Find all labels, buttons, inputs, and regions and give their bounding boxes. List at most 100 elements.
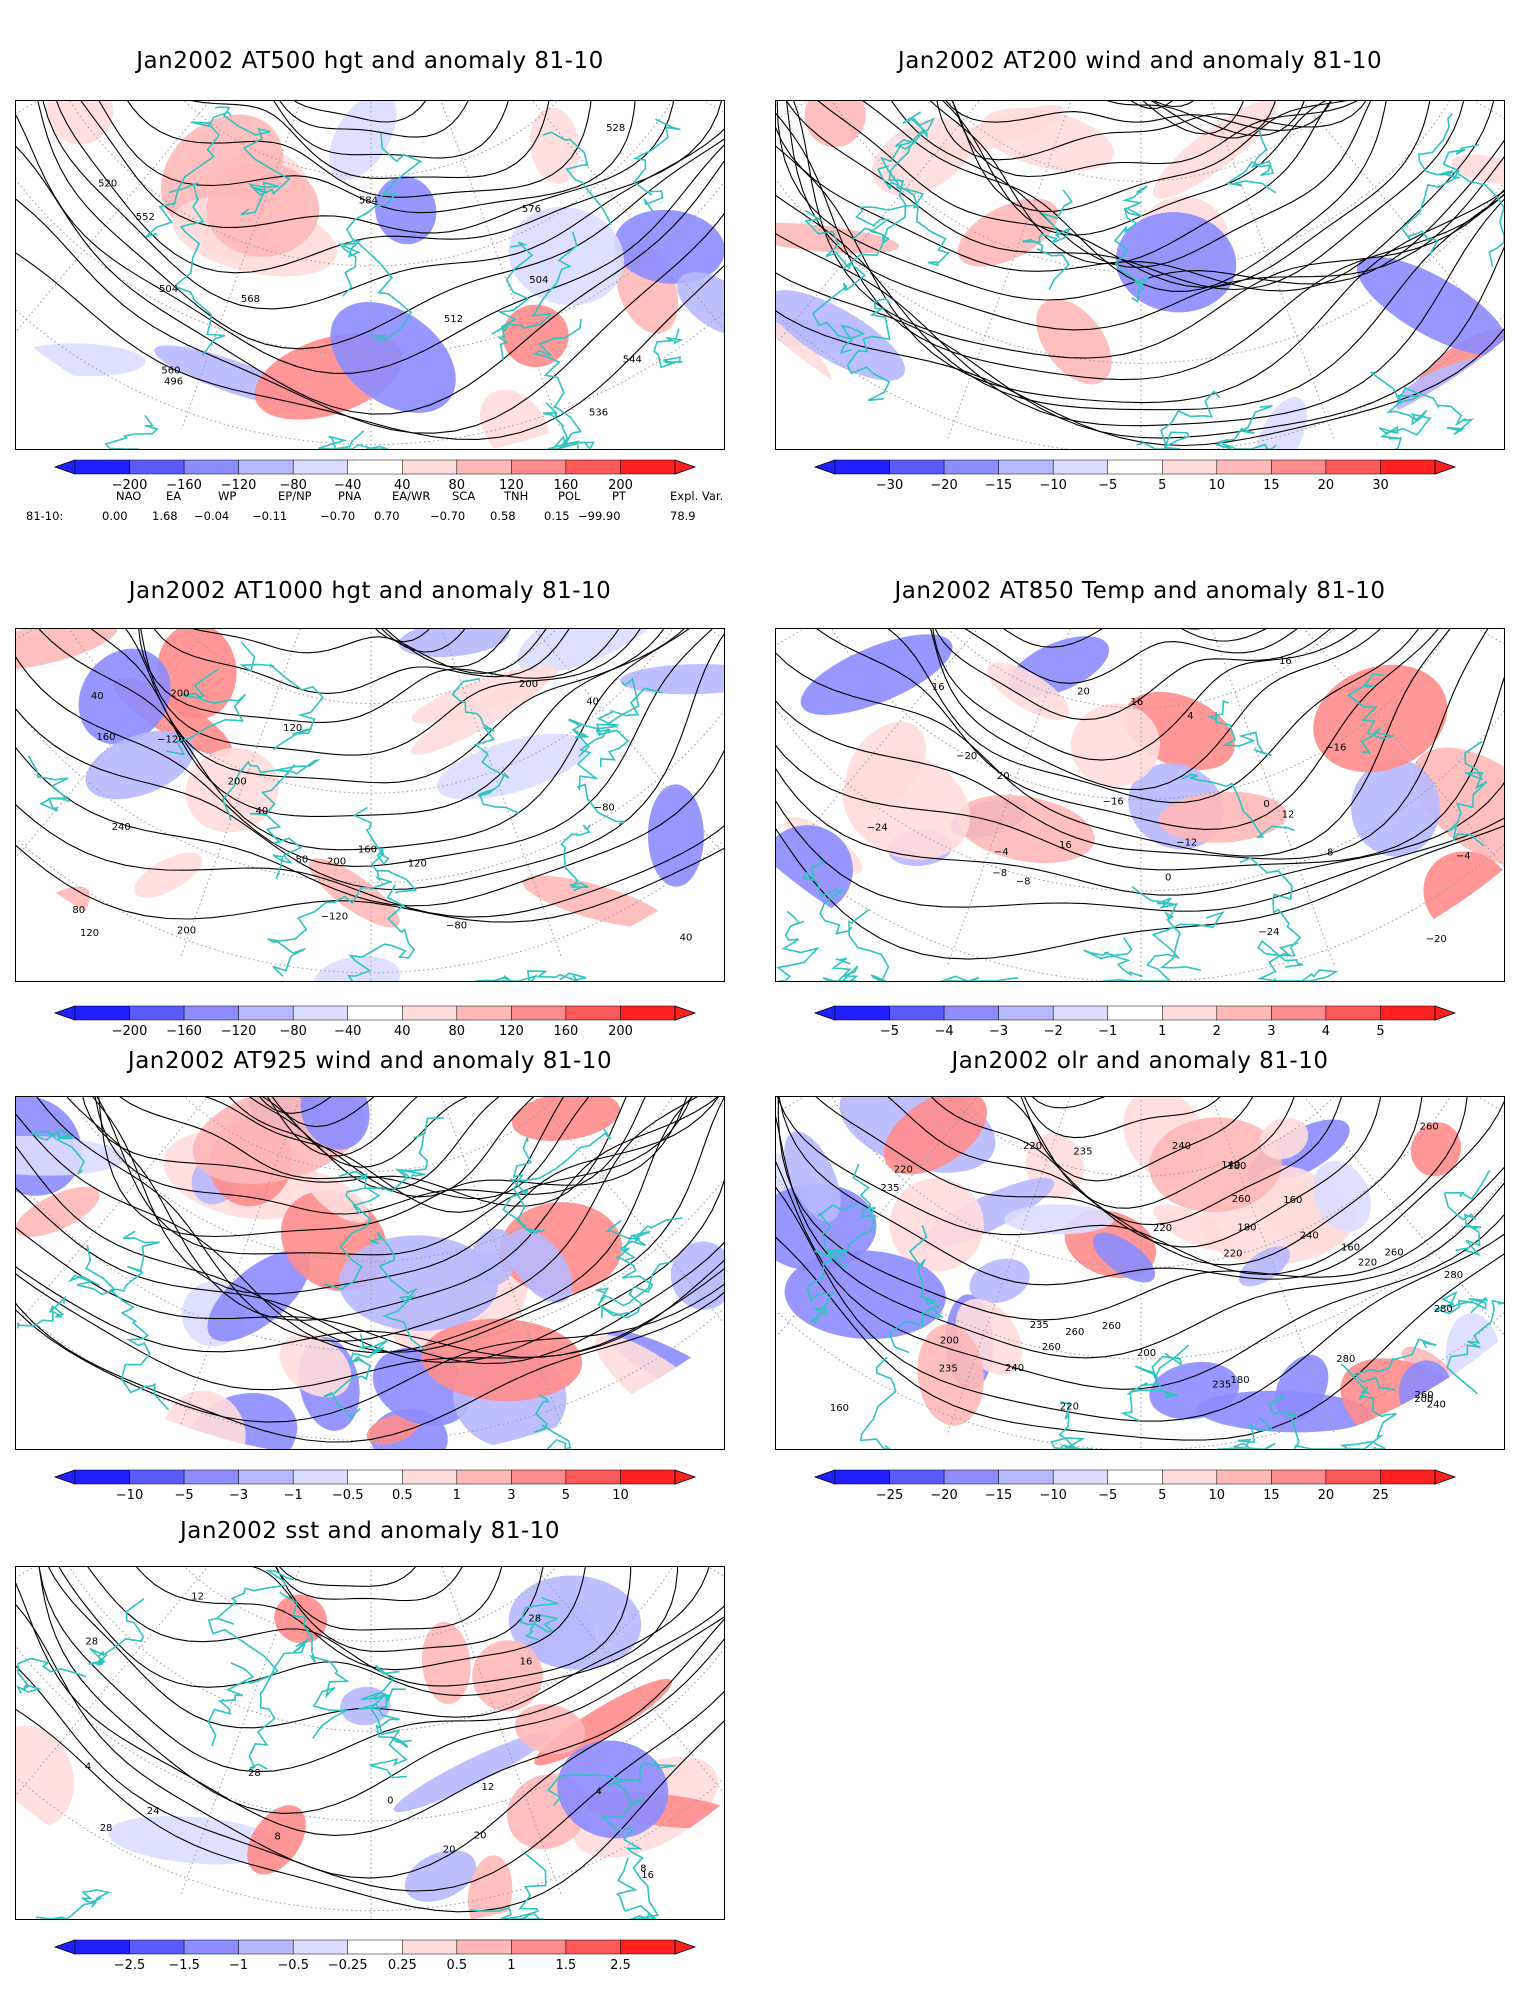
colorbar-tick-label: −200 [112,1024,148,1039]
contour-label: 260 [1232,1194,1251,1205]
contour-label: 584 [359,196,378,207]
anomaly-blob [1149,1117,1282,1213]
colorbar-olr: −25 −20 −15 −10 −5 5 10 15 20 25 [813,1469,1475,1506]
contour-label: −4 [1456,851,1471,862]
latitude-circle [68,1097,674,1262]
colorbar-segment [129,459,185,475]
contour-line [16,844,724,923]
contour-label: 16 [1131,697,1144,708]
coastline [323,1170,372,1290]
contour-line [16,1708,724,1913]
meridian [441,1097,562,1426]
contour-label: −20 [956,751,977,762]
colorbar-segment [456,459,512,475]
coastline [27,755,71,812]
colorbar-segment [511,1005,567,1021]
colorbar-segment [183,1469,239,1485]
colorbar-segment [74,459,130,475]
colorbar-tick-label: 5 [562,1488,570,1503]
coastline [542,131,613,226]
contour-label: 280 [1336,1354,1355,1365]
graticule [776,101,1504,449]
tele-header: NAO [116,489,142,503]
colorbar-segment [1162,1469,1218,1485]
anomaly-blob [514,1704,585,1755]
coastline [35,1889,111,1919]
colorbar-tick-label: −200 [112,478,148,493]
coastlines [804,111,1504,449]
colorbar-tick-label: −2 [1044,1024,1063,1039]
anomaly-shading [16,1097,724,1449]
coastline [470,1852,547,1919]
colorbar-tick-label: 5 [1158,1488,1166,1503]
coastline [532,318,583,449]
contour-line [776,101,1495,292]
meridian [533,1567,724,1794]
contour-line [16,1097,724,1353]
colorbar-svg: −200 −160 −120 −80 −40 40 80 120 160 200 [53,459,697,493]
contour-line [776,825,1504,960]
colorbar-segment [1107,1005,1163,1021]
contour-line [776,1236,1504,1441]
coastline [1131,886,1202,971]
contour-label: 512 [444,314,463,325]
contour-label: 200 [327,856,346,867]
contour-line [293,101,427,123]
coastline [596,1261,671,1317]
colorbar-segment [511,1469,567,1485]
coastline [1446,1299,1504,1395]
contour-line [16,1266,724,1358]
anomaly-blob [677,272,724,337]
contour-line [776,800,1504,912]
coastline [1432,1291,1489,1315]
anomaly-blob [274,1594,327,1644]
contour-line [228,1097,535,1198]
anomaly-blob [1313,664,1448,773]
colorbar-segment [998,1469,1054,1485]
contour-label: 20 [997,771,1010,782]
colorbar-segment [943,1469,999,1485]
anomaly-blob [987,662,1070,720]
contour-line [16,747,724,907]
anomaly-blob [329,101,397,181]
colorbar-tick-label: −3 [989,1024,1008,1039]
contour-line [1003,629,1267,648]
anomaly-blob [393,1732,551,1813]
colorbar-sst: −2.5 −1.5 −1 −0.5 −0.25 0.25 0.5 1 1.5 2.5 [53,1939,715,1976]
coastline [806,1202,859,1324]
coastline [1083,937,1143,978]
anomaly-blob [398,629,510,658]
coastlines [776,673,1488,981]
anomaly-blob [529,1600,595,1668]
graticule [16,101,724,449]
contour-label: 8 [640,1864,646,1875]
colorbar-segment [74,1469,130,1485]
contour-label: 235 [1030,1320,1049,1331]
colorbar-segment [889,1005,945,1021]
colorbar-segment [238,1469,294,1485]
meridian [180,1097,301,1426]
panel-title: Jan2002 AT925 wind and anomaly 81-10 [127,1048,613,1074]
coastline [846,297,891,402]
colorbar-tick-label: 0.25 [388,1958,417,1973]
colorbar-tick-label: −0.25 [328,1958,368,1973]
anomaly-shading [16,101,724,449]
map-svg [776,101,1504,449]
colorbar-tick-label: −30 [876,478,903,493]
colorbar-tick-label: −120 [221,478,257,493]
colorbar-arrow-right [674,459,697,475]
colorbar-tick-label: 25 [1372,1488,1389,1503]
coastline [632,118,681,212]
coastline [323,1333,389,1420]
contour-line [58,1567,679,1697]
coastline [1447,740,1488,847]
anomaly-blob [157,629,237,720]
coastline [776,910,820,981]
contour-label: 220 [1023,1141,1042,1152]
anomaly-blob [872,118,973,196]
contour-line [776,629,1489,860]
contour-label: −16 [1325,742,1346,753]
tele-value: 0.00 [102,509,128,523]
colorbar-tick-label: 80 [449,1024,466,1039]
contour-label: −12 [1176,838,1197,849]
